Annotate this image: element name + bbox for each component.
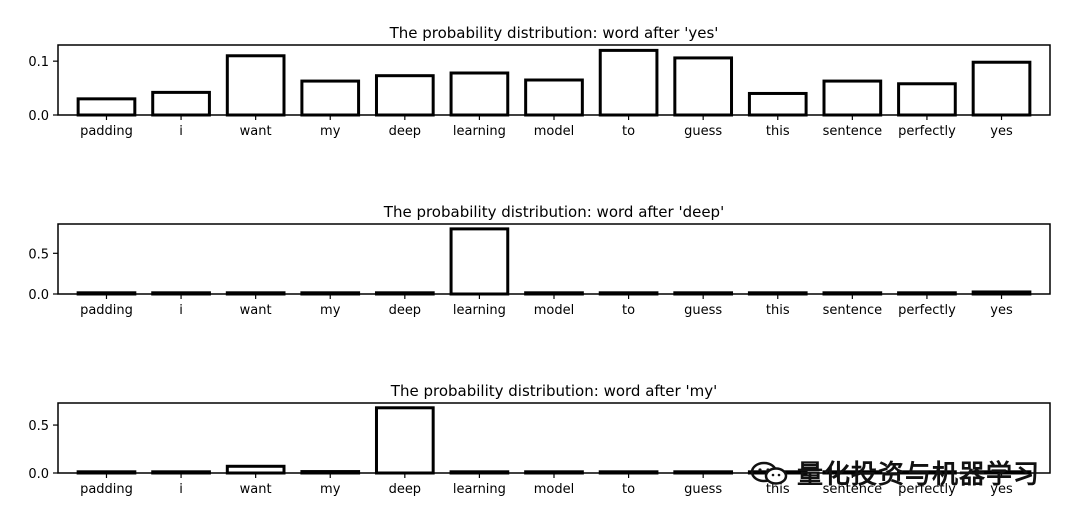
bar-learning: [449, 71, 510, 117]
x-tick-label: my: [320, 482, 341, 497]
x-tick-label: learning: [453, 124, 506, 139]
y-tick-label: 0.0: [28, 467, 49, 482]
bar-deep: [374, 406, 435, 475]
bar-perfectly: [897, 82, 957, 117]
x-tick-label: sentence: [823, 124, 883, 139]
x-tick-label: guess: [684, 303, 722, 318]
x-tick-label: padding: [80, 482, 133, 497]
bar-my: [300, 79, 361, 117]
chart-panel-3: The probability distribution: word after…: [28, 382, 1051, 497]
x-tick-label: model: [534, 482, 574, 497]
y-tick-label: 0.0: [28, 109, 49, 124]
x-tick-label: want: [240, 482, 272, 497]
bar-want: [225, 464, 286, 475]
chart-panel-1: The probability distribution: word after…: [28, 24, 1051, 139]
x-tick-label: guess: [684, 482, 722, 497]
wechat-icon: [749, 459, 791, 487]
y-tick-label: 0.5: [28, 247, 49, 262]
y-tick-label: 0.0: [28, 288, 49, 303]
x-tick-label: model: [534, 303, 574, 318]
x-tick-label: deep: [389, 482, 422, 497]
x-tick-label: sentence: [823, 482, 883, 497]
y-tick-label: 0.5: [28, 419, 49, 434]
bar-i: [151, 90, 211, 117]
chart-title: The probability distribution: word after…: [389, 24, 719, 42]
x-tick-label: to: [622, 124, 635, 139]
x-tick-label: deep: [389, 303, 422, 318]
x-tick-label: perfectly: [898, 482, 956, 497]
x-tick-label: model: [534, 124, 574, 139]
bar-sentence: [822, 79, 883, 117]
x-tick-label: deep: [389, 124, 422, 139]
chart-panel-2: The probability distribution: word after…: [28, 203, 1051, 318]
x-tick-label: perfectly: [898, 303, 956, 318]
x-tick-label: to: [622, 482, 635, 497]
x-tick-label: guess: [684, 124, 722, 139]
bar-yes: [971, 60, 1032, 117]
x-tick-label: this: [766, 482, 790, 497]
x-tick-label: this: [766, 124, 790, 139]
axes-frame: [57, 223, 1051, 295]
x-tick-label: i: [179, 482, 183, 497]
x-tick-label: want: [240, 124, 272, 139]
x-tick-label: i: [179, 124, 183, 139]
watermark-text: 量化投资与机器学习: [796, 460, 1040, 490]
x-tick-label: learning: [453, 482, 506, 497]
axes-frame: [57, 402, 1051, 474]
x-tick-label: my: [320, 124, 341, 139]
chart-title: The probability distribution: word after…: [383, 203, 724, 221]
x-tick-label: sentence: [823, 303, 883, 318]
bar-model: [524, 78, 584, 117]
x-tick-label: padding: [80, 303, 133, 318]
x-tick-label: this: [766, 303, 790, 318]
bar-guess: [673, 56, 734, 117]
x-tick-label: padding: [80, 124, 133, 139]
bar-deep: [374, 74, 435, 117]
x-tick-label: yes: [990, 124, 1013, 139]
x-tick-label: perfectly: [898, 124, 956, 139]
x-tick-label: my: [320, 303, 341, 318]
x-tick-label: want: [240, 303, 272, 318]
watermark: 量化投资与机器学习: [749, 454, 1040, 491]
chart-title: The probability distribution: word after…: [390, 382, 717, 400]
axes-frame: [57, 44, 1051, 116]
x-tick-label: to: [622, 303, 635, 318]
bar-to: [598, 48, 659, 117]
bar-want: [225, 54, 286, 117]
bar-padding: [76, 97, 137, 117]
bar-learning: [449, 227, 510, 296]
x-tick-label: learning: [453, 303, 506, 318]
x-tick-label: yes: [990, 482, 1013, 497]
x-tick-label: yes: [990, 303, 1013, 318]
bar-this: [747, 91, 808, 117]
y-tick-label: 0.1: [28, 55, 49, 70]
x-tick-label: i: [179, 303, 183, 318]
